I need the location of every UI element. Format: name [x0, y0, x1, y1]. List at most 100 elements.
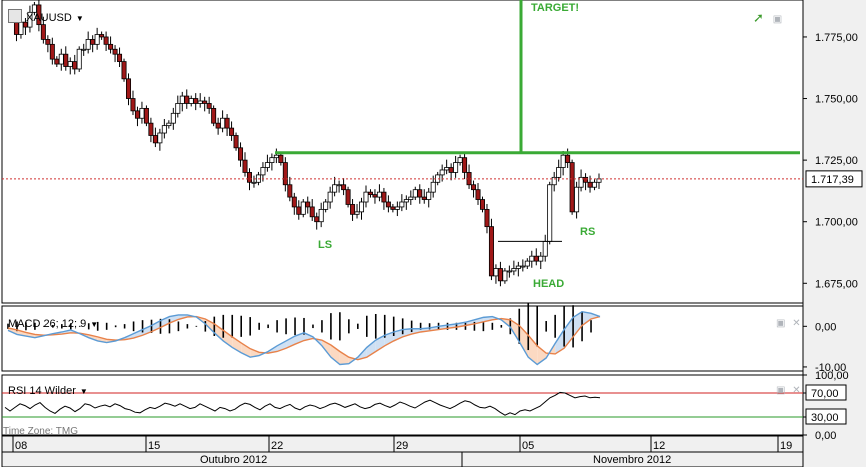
candle-body — [327, 191, 333, 203]
macd-fill — [528, 335, 538, 365]
candle — [291, 192, 297, 215]
candle-body — [592, 181, 598, 188]
macd-fill — [537, 345, 547, 365]
candle — [471, 180, 477, 198]
chevron-down-icon[interactable]: ▼ — [75, 14, 84, 23]
candle-body — [134, 110, 140, 119]
candle — [126, 73, 132, 106]
rs-label: RS — [580, 226, 595, 238]
close-icon[interactable]: ✕ — [792, 385, 801, 396]
current-price-tag — [805, 170, 863, 188]
candle — [520, 259, 526, 272]
candle-body — [502, 270, 508, 282]
candle-body — [291, 196, 297, 208]
candle-body — [166, 122, 172, 127]
macd-fill — [546, 343, 556, 358]
macd-fill — [510, 319, 520, 342]
candle-body — [412, 189, 418, 198]
candle — [309, 199, 315, 221]
candle-body — [323, 201, 329, 210]
candle-body — [565, 154, 571, 163]
candle — [94, 27, 100, 50]
candle — [130, 90, 136, 116]
candle — [408, 190, 414, 205]
symbol-selector[interactable]: XAUUSD ▼ — [8, 9, 84, 24]
candle — [170, 107, 176, 130]
candle-body — [161, 125, 167, 134]
time-axis-label: 19 — [780, 440, 792, 452]
candle — [592, 179, 598, 191]
rsi-level-tag — [805, 408, 847, 425]
candle-body — [560, 154, 566, 168]
macd-fill — [393, 329, 403, 341]
candle-body — [381, 191, 387, 203]
candle — [45, 35, 51, 53]
price-axis-label: 1.675,00 — [815, 278, 858, 290]
candle-body — [354, 211, 360, 215]
chevron-down-icon[interactable]: ▼ — [90, 320, 99, 329]
candle — [430, 175, 436, 198]
candle-body — [506, 270, 512, 273]
candle-body — [278, 154, 284, 163]
candle — [233, 132, 239, 151]
time-axis-label: 22 — [271, 440, 283, 452]
candle — [569, 159, 575, 215]
candle-body — [305, 201, 311, 208]
candle-body — [475, 189, 481, 200]
candle-body — [117, 53, 123, 62]
chevron-down-icon[interactable]: ▼ — [79, 387, 88, 396]
macd-fill — [250, 348, 260, 358]
candle-body — [58, 53, 64, 65]
trend-arrow-icon[interactable]: ➚ — [753, 10, 764, 25]
candle-body — [457, 157, 463, 163]
candle — [341, 178, 347, 196]
macd-fill — [205, 319, 215, 333]
candle-body — [260, 167, 266, 176]
candle-body — [215, 122, 221, 129]
candle-body — [529, 255, 535, 262]
candle — [453, 155, 459, 178]
candle-body — [556, 167, 562, 178]
candle — [202, 96, 208, 112]
candle-body — [130, 98, 136, 112]
candle — [99, 31, 105, 40]
candle — [143, 105, 149, 127]
candle — [488, 218, 494, 281]
current-price-value: 1.717,39 — [811, 174, 854, 186]
candle-body — [188, 98, 194, 104]
candle — [238, 142, 244, 167]
candle — [117, 47, 123, 68]
candle — [229, 121, 235, 141]
candle-body — [551, 176, 557, 186]
candle — [36, 0, 42, 32]
maximize-icon[interactable]: ▣ — [776, 318, 786, 329]
candle-body — [583, 176, 589, 183]
candle-body — [179, 95, 185, 104]
close-icon[interactable]: ✕ — [792, 318, 801, 329]
rsi-title[interactable]: RSI 14 Wilder ▼ — [8, 385, 88, 397]
candle-body — [569, 162, 575, 213]
maximize-icon[interactable]: ▣ — [772, 14, 783, 25]
candle-body — [350, 204, 356, 215]
maximize-icon[interactable]: ▣ — [776, 385, 786, 396]
candle — [157, 128, 163, 151]
candle — [211, 105, 217, 127]
macd-fill — [133, 329, 143, 339]
candle-body — [300, 201, 306, 215]
candle — [49, 37, 55, 65]
rsi-line — [4, 391, 601, 416]
macd-title[interactable]: MACD 26; 12; 9 ▼ — [8, 318, 98, 330]
ls-label: LS — [318, 239, 332, 251]
candle — [175, 95, 181, 118]
candle-body — [220, 117, 226, 129]
candle-body — [233, 135, 239, 149]
macd-fill — [214, 323, 224, 341]
candle — [282, 157, 288, 192]
candle — [511, 260, 517, 276]
candle — [300, 199, 306, 218]
candle — [556, 159, 562, 182]
macd-axis-label: -10,00 — [815, 362, 846, 374]
